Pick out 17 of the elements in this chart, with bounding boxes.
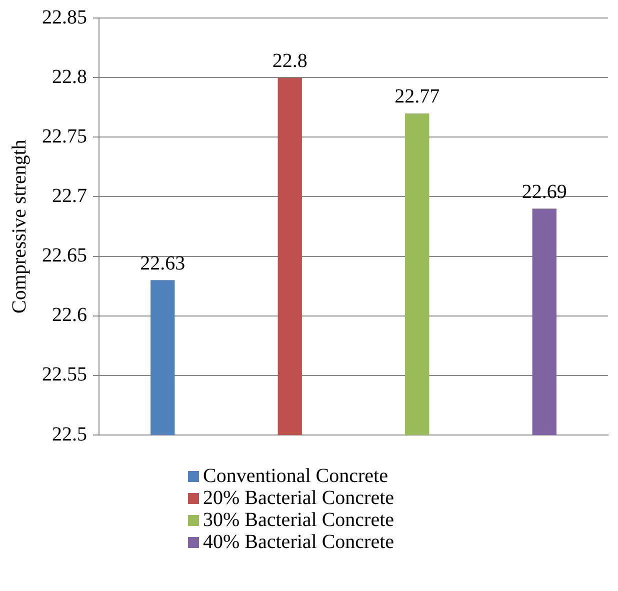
data-label: 22.77 [394,86,440,108]
y-tick-label: 22.7 [52,184,87,207]
legend-label: 40% Bacterial Concrete [203,531,394,553]
y-tick-label: 22.75 [42,125,87,148]
data-label: 22.69 [522,180,567,203]
legend-label: 30% Bacterial Concrete [203,509,394,531]
y-tick-label: 22.65 [42,244,87,267]
data-label: 22.8 [272,50,308,72]
legend-label: Conventional Concrete [203,465,388,487]
y-tick-label: 22.5 [52,423,87,446]
legend-label: 20% Bacterial Concrete [203,487,394,509]
y-tick-label: 22.8 [52,66,87,88]
y-tick-label: 22.85 [42,6,87,28]
y-tick-label: 22.55 [42,364,87,386]
y-tick-label: 22.6 [52,304,87,326]
y-axis-title: Compressive strength [8,140,30,314]
data-label: 22.63 [140,252,186,274]
